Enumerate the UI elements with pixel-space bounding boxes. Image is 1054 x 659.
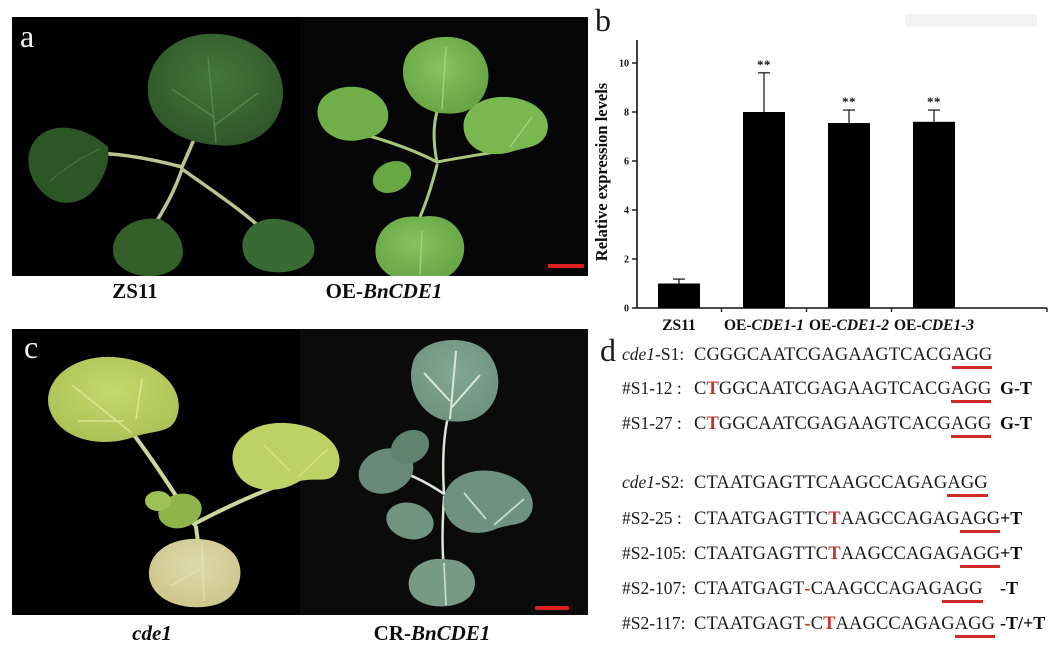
mutation-type-label: G-T	[1000, 378, 1033, 398]
dna-sequence: CTAATGAGTTCTAAGCCAGAGAGG	[694, 544, 1001, 568]
mutated-base: T	[706, 414, 719, 434]
dna-sequence: CTAATGAGTTCTAAGCCAGAGAGG	[694, 509, 1001, 533]
label-italic: cde1	[132, 621, 172, 645]
watermark-artifact	[905, 14, 1037, 27]
svg-text:OE-CDE1-1: OE-CDE1-1	[724, 317, 804, 334]
mutation-type-label: -T	[1000, 578, 1018, 598]
panel-a-letter: a	[20, 18, 35, 54]
sequence-id: #S1-27 :	[622, 413, 682, 433]
svg-text:**: **	[927, 94, 941, 109]
mutated-base: T	[823, 614, 836, 634]
mutated-base: -	[804, 614, 811, 634]
label-italic: BnCDE1	[362, 279, 443, 303]
svg-text:10: 10	[619, 59, 629, 70]
mutated-base: T	[828, 509, 841, 529]
sequence-line: #S2-107: CTAATGAGT-CAAGCCAGAGAGG -T	[622, 577, 1018, 603]
label-plain: ZS11	[112, 279, 158, 303]
expression-bar-chart: 0 2 4 6 8 10 ZS11 ** OE-CDE1-1 ** OE-CDE1-2 ** OE-CD…	[592, 40, 1048, 334]
plant-oe-bncde1	[317, 36, 548, 276]
svg-text:6: 6	[624, 157, 629, 168]
panel-a-label-zs11: ZS11	[55, 279, 215, 304]
pam-site: AGG	[951, 345, 993, 369]
label-plain: CR-	[373, 621, 411, 645]
sequence-line: #S1-27 : CTGGCAATCGAGAAGTCACGAGG G-T	[622, 412, 1032, 438]
svg-text:4: 4	[624, 206, 629, 217]
sequence-id: #S2-117:	[622, 613, 686, 633]
sequence-line: #S2-117: CTAATGAGT-CTAAGCCAGAGAGG -T/+T	[622, 612, 1045, 638]
mutation-type-label: G-T	[1000, 413, 1033, 433]
sequence-line: #S1-12 : CTGGCAATCGAGAAGTCACGAGG G-T	[622, 377, 1032, 403]
panel-b-letter: b	[595, 2, 611, 38]
svg-text:ZS11: ZS11	[662, 317, 696, 334]
dna-sequence: CTGGCAATCGAGAAGTCACGAGG	[694, 379, 992, 403]
svg-text:2: 2	[624, 255, 629, 266]
sequence-id: #S2-107:	[622, 578, 687, 598]
panel-a-plants-image	[28, 17, 588, 276]
sequence-line: cde1-S2: CTAATGAGTTCAAGCCAGAGAGG	[622, 471, 988, 497]
panel-c-label-cr-bncde1: CR-BnCDE1	[352, 621, 512, 646]
pam-site: AGG	[954, 614, 996, 638]
panel-c-plants-image	[48, 329, 588, 615]
label-italic: BnCDE1	[410, 621, 491, 645]
dna-sequence: CTGGCAATCGAGAAGTCACGAGG	[694, 414, 992, 438]
label-plain: OE-	[325, 279, 363, 303]
mutation-type-label: -T/+T	[1000, 613, 1046, 633]
sequence-line: #S2-25 : CTAATGAGTTCTAAGCCAGAGAGG +T	[622, 507, 1022, 533]
panel-a-photo: a	[12, 17, 588, 276]
mutation-type-label: +T	[1000, 543, 1023, 563]
sequence-line: cde1-S1: CGGGCAATCGAGAAGTCACGAGG	[622, 343, 993, 369]
sequence-id: #S2-105:	[622, 543, 687, 563]
mutated-base: T	[828, 544, 841, 564]
scale-bar	[535, 606, 569, 610]
plant-cde1	[48, 356, 340, 608]
panel-d-letter: d	[600, 332, 616, 368]
panel-c-photo: c	[12, 329, 588, 615]
dna-sequence: CTAATGAGT-CAAGCCAGAGAGG	[694, 579, 983, 603]
sequence-line: #S2-105: CTAATGAGTTCTAAGCCAGAGAGG +T	[622, 542, 1022, 568]
sequence-id: cde1-S2:	[622, 472, 685, 492]
panel-a-label-oe-bncde1: OE-BnCDE1	[304, 279, 464, 304]
pam-site: AGG	[959, 544, 1001, 568]
svg-text:OE-CDE1-2: OE-CDE1-2	[809, 317, 889, 334]
mutated-base: T	[706, 379, 719, 399]
dna-sequence: CTAATGAGT-CTAAGCCAGAGAGG	[694, 614, 996, 638]
plant-cr-bncde1	[358, 340, 533, 607]
svg-text:0: 0	[624, 304, 629, 315]
pam-site: AGG	[950, 379, 992, 403]
svg-text:8: 8	[624, 108, 629, 119]
svg-text:**: **	[842, 94, 856, 109]
pam-site: AGG	[947, 473, 988, 497]
sequence-id: cde1-S1:	[622, 344, 685, 364]
dna-sequence: CGGGCAATCGAGAAGTCACGAGG	[694, 345, 993, 369]
svg-text:Relative expression levels: Relative expression levels	[592, 82, 611, 261]
panel-c-letter: c	[24, 329, 39, 365]
mutated-base: -	[804, 579, 811, 599]
panel-c-label-cde1: cde1	[72, 621, 232, 646]
svg-text:**: **	[757, 57, 771, 72]
pam-site: AGG	[959, 509, 1001, 533]
pam-site: AGG	[950, 414, 992, 438]
plant-zs11	[28, 33, 315, 276]
mutation-type-label: +T	[1000, 508, 1023, 528]
sequence-id: #S2-25 :	[622, 508, 682, 528]
mutation-sequence-panel: cde1-S1: CGGGCAATCGAGAAGTCACGAGG #S1-12 :…	[622, 340, 1054, 645]
sequence-id: #S1-12 :	[622, 378, 682, 398]
scale-bar	[548, 264, 584, 268]
pam-site: AGG	[942, 579, 983, 603]
dna-sequence: CTAATGAGTTCAAGCCAGAGAGG	[694, 473, 988, 497]
svg-text:OE-CDE1-3: OE-CDE1-3	[894, 317, 974, 334]
